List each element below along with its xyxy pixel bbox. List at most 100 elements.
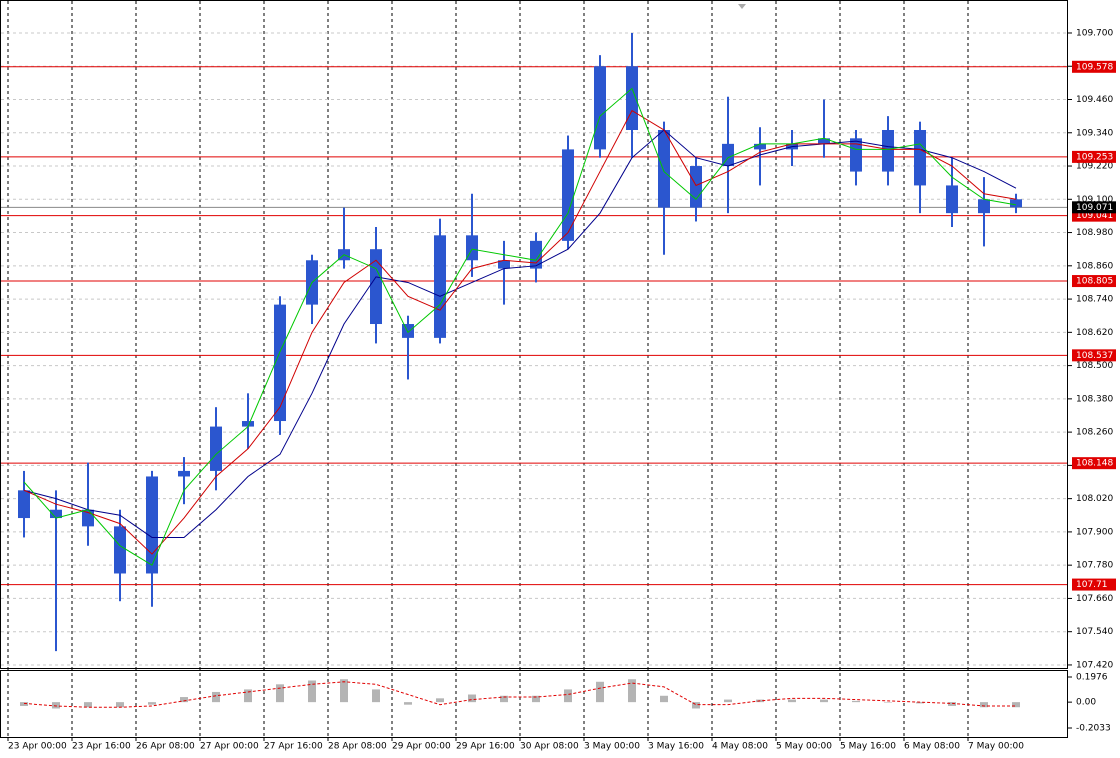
x-tick-label: 23 Apr 00:00 <box>8 742 67 752</box>
oscillator-bar <box>372 689 380 703</box>
y-tick-label: 107.540 <box>1076 627 1113 637</box>
x-tick-label: 27 Apr 00:00 <box>200 742 259 752</box>
candle-body <box>754 143 766 150</box>
y-tick-label: 108.740 <box>1076 295 1113 305</box>
level-label-box <box>1072 457 1116 470</box>
x-tick-label: 5 May 16:00 <box>840 742 896 752</box>
candle-body <box>210 426 222 471</box>
level-label: 108.148 <box>1076 459 1113 469</box>
oscillator-bar <box>116 702 124 708</box>
x-tick-label: 27 Apr 16:00 <box>264 742 323 752</box>
oscillator-bar <box>436 698 444 703</box>
candle-body <box>882 129 894 172</box>
x-tick-label: 3 May 00:00 <box>584 742 640 752</box>
candle-body <box>722 143 734 167</box>
candle-body <box>370 249 382 325</box>
candle-body <box>658 129 670 208</box>
candle-body <box>946 185 958 214</box>
candle-body <box>274 304 286 422</box>
x-tick-label: 26 Apr 08:00 <box>136 742 195 752</box>
candle-body <box>242 421 254 427</box>
oscillator-bar <box>724 699 732 703</box>
candle-body <box>114 526 126 574</box>
y-tick-label: 109.340 <box>1076 128 1113 138</box>
x-tick-label: 6 May 08:00 <box>904 742 960 752</box>
level-label: 109.253 <box>1076 152 1113 162</box>
x-tick-label: 30 Apr 08:00 <box>520 742 579 752</box>
oscillator-frame <box>0 670 1068 738</box>
current-price-label: 109.071 <box>1076 203 1113 213</box>
y-tick-label: 107.780 <box>1076 561 1113 571</box>
x-tick-label: 3 May 16:00 <box>648 742 704 752</box>
oscillator-bar <box>820 699 828 703</box>
x-tick-label: 23 Apr 16:00 <box>72 742 131 752</box>
candle-body <box>18 490 30 519</box>
level-label-box <box>1072 150 1116 163</box>
y-tick-label: 108.020 <box>1076 494 1113 504</box>
candle-body <box>850 138 862 172</box>
oscillator-bar <box>212 691 220 703</box>
y-tick-label: 0.1976 <box>1076 672 1108 682</box>
x-tick-label: 29 Apr 00:00 <box>392 742 451 752</box>
y-tick-label: 108.380 <box>1076 394 1113 404</box>
level-label: 109.041 <box>1076 211 1113 221</box>
oscillator-bar <box>660 695 668 703</box>
y-tick-label: 107.660 <box>1076 594 1113 604</box>
oscillator-bar <box>244 689 252 703</box>
level-label-box <box>1072 578 1116 591</box>
oscillator-bar <box>692 702 700 709</box>
oscillator-bar <box>404 702 412 705</box>
y-tick-label: 107.420 <box>1076 660 1113 670</box>
candle-body <box>594 66 606 150</box>
oscillator-bar <box>148 702 156 705</box>
x-tick-label: 4 May 08:00 <box>712 742 768 752</box>
oscillator-bar <box>340 679 348 703</box>
y-tick-label: 108.620 <box>1076 328 1113 338</box>
level-label: 107.71 <box>1076 580 1108 590</box>
oscillator-bar <box>884 702 892 703</box>
y-tick-label: 108.500 <box>1076 361 1113 371</box>
candle-body <box>818 138 830 144</box>
y-tick-label: 108.860 <box>1076 261 1113 271</box>
oscillator-bar <box>564 689 572 703</box>
oscillator-bar <box>788 699 796 703</box>
candle-body <box>498 260 510 269</box>
y-tick-label: 108.980 <box>1076 228 1113 238</box>
level-label-box <box>1072 349 1116 362</box>
x-tick-label: 7 May 00:00 <box>968 742 1024 752</box>
oscillator-bar <box>84 702 92 708</box>
current-price-box <box>1072 201 1116 214</box>
y-tick-label: 108.260 <box>1076 428 1113 438</box>
oscillator-bar <box>52 702 60 709</box>
oscillator-bar <box>468 694 476 703</box>
shift-marker <box>738 4 746 9</box>
moving-average <box>23 109 1017 555</box>
candle-body <box>178 470 190 477</box>
oscillator-bar <box>276 684 284 703</box>
level-label: 108.805 <box>1076 277 1113 287</box>
oscillator-bar <box>596 681 604 703</box>
main-frame <box>0 0 1068 669</box>
candle-body <box>530 240 542 269</box>
candle-body <box>626 66 638 130</box>
oscillator-bar <box>980 702 988 708</box>
y-tick-label: 109.100 <box>1076 195 1113 205</box>
oscillator-bar <box>916 702 924 704</box>
level-label-box <box>1072 275 1116 288</box>
level-label: 109.578 <box>1076 62 1113 72</box>
oscillator-bar <box>180 697 188 703</box>
candle-body <box>562 149 574 241</box>
oscillator-bar <box>308 680 316 703</box>
oscillator-bar <box>1012 702 1020 708</box>
y-tick-label: -0.2033 <box>1076 724 1111 734</box>
x-tick-label: 28 Apr 08:00 <box>328 742 387 752</box>
moving-average <box>23 87 1017 566</box>
oscillator-bar <box>628 679 636 703</box>
level-label-box <box>1072 60 1116 73</box>
level-label: 108.537 <box>1076 351 1113 361</box>
oscillator-bar <box>948 702 956 706</box>
